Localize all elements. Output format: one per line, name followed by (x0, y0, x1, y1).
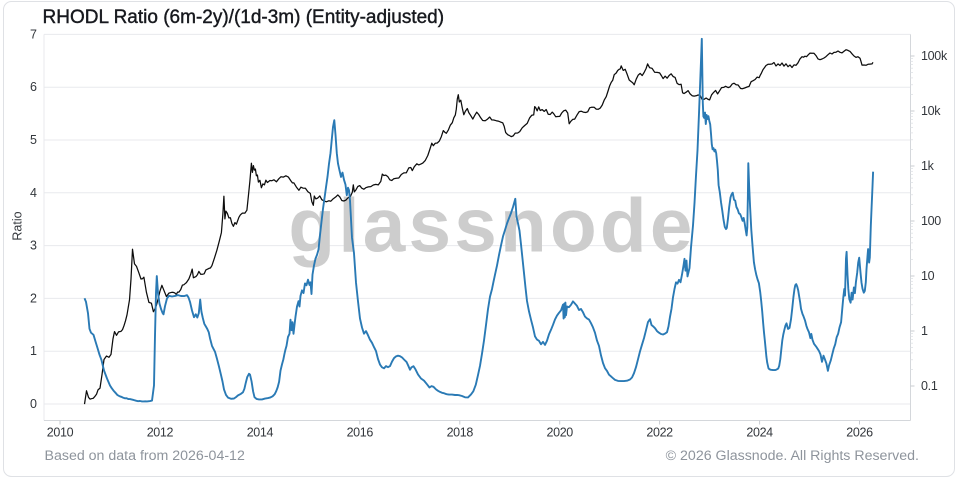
svg-text:2024: 2024 (746, 426, 773, 440)
svg-text:0: 0 (30, 397, 37, 411)
svg-text:2016: 2016 (347, 426, 374, 440)
svg-text:4: 4 (30, 186, 37, 200)
svg-text:1: 1 (921, 324, 928, 338)
svg-text:10: 10 (921, 269, 935, 283)
svg-text:100: 100 (921, 214, 941, 228)
svg-text:7: 7 (30, 27, 37, 41)
svg-text:2026: 2026 (846, 426, 873, 440)
svg-text:1: 1 (30, 344, 37, 358)
svg-text:glassnode: glassnode (288, 184, 695, 269)
svg-text:2012: 2012 (147, 426, 174, 440)
svg-text:Ratio: Ratio (11, 211, 25, 240)
svg-text:5: 5 (30, 133, 37, 147)
svg-text:1k: 1k (921, 159, 935, 173)
svg-text:100k: 100k (921, 49, 948, 63)
svg-text:2020: 2020 (546, 426, 573, 440)
svg-text:3: 3 (30, 239, 37, 253)
svg-text:2018: 2018 (447, 426, 474, 440)
svg-text:2: 2 (30, 291, 37, 305)
svg-text:6: 6 (30, 80, 37, 94)
svg-text:10k: 10k (921, 104, 941, 118)
svg-text:0.1: 0.1 (921, 379, 938, 393)
svg-text:2014: 2014 (247, 426, 274, 440)
svg-text:2010: 2010 (47, 426, 74, 440)
svg-text:2022: 2022 (646, 426, 673, 440)
